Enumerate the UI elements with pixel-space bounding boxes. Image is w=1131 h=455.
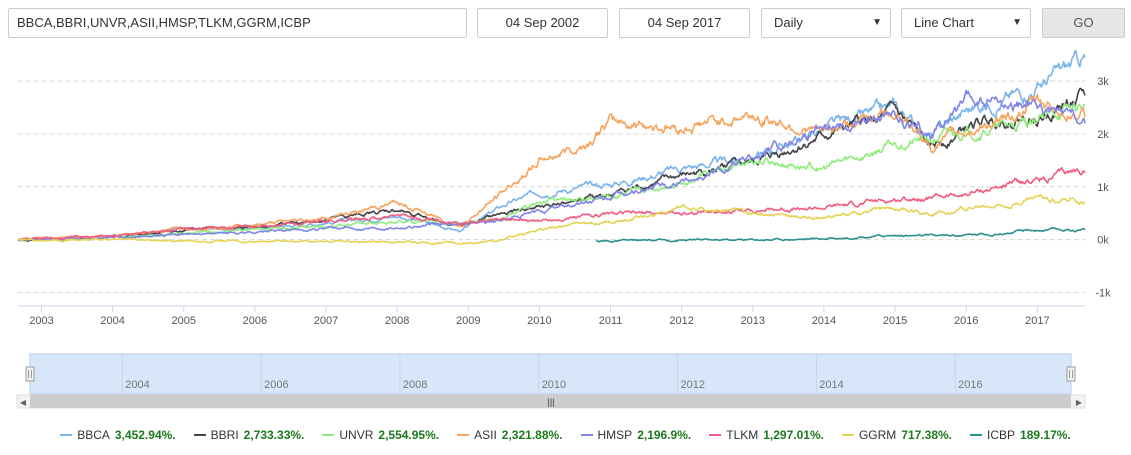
legend-series-name: ASII [474, 428, 497, 442]
x-tick-label: 2007 [314, 315, 338, 327]
legend-series-value: 2,321.88%. [501, 428, 563, 442]
dropdown-arrow-icon: ▼ [1012, 17, 1022, 28]
y-tick-label: -1k [1095, 287, 1111, 299]
legend-series-name: TLKM [726, 428, 759, 442]
x-tick-label: 2010 [527, 315, 551, 327]
scroll-right-arrow-icon[interactable]: ▶ [1076, 398, 1083, 407]
legend-item-hmsp[interactable]: HMSP 2,196.9%. [580, 428, 692, 442]
navigator-right-handle[interactable] [1066, 366, 1076, 382]
series-line-bbri[interactable] [17, 87, 1086, 242]
legend-item-asii[interactable]: ASII 2,321.88%. [457, 428, 563, 442]
legend-series-value: 2,196.9%. [637, 428, 692, 442]
legend-series-name: HMSP [597, 428, 633, 442]
go-button[interactable]: GO [1042, 8, 1125, 38]
series-line-ggrm[interactable] [17, 194, 1086, 246]
stock-line-chart: -1k 0k 1k 2k 3k 2003 2004 2005 2006 2007 2008 2009 2… [17, 50, 1111, 327]
y-tick-label: 3k [1097, 76, 1109, 88]
x-tick-label: 2016 [954, 315, 978, 327]
navigator-left-handle[interactable] [25, 366, 35, 382]
symbols-input[interactable]: BBCA,BBRI,UNVR,ASII,HMSP,TLKM,GGRM,ICBP [8, 8, 467, 38]
navigator-tick-label: 2012 [681, 379, 705, 391]
legend-series-value: 2,554.95%. [378, 428, 440, 442]
legend-series-name: BBCA [77, 428, 110, 442]
legend-series-name: UNVR [339, 428, 374, 442]
navigator-tick-label: 2008 [403, 379, 427, 391]
legend-swatch [580, 434, 593, 436]
interval-select-value: Daily [774, 15, 803, 30]
x-tick-label: 2013 [741, 315, 765, 327]
navigator-tick-label: 2006 [264, 379, 288, 391]
series-line-bbca[interactable] [17, 50, 1086, 242]
series-line-hmsp[interactable] [17, 89, 1086, 241]
chart-type-select-value: Line Chart [914, 15, 974, 30]
navigator-tick-label: 2014 [819, 379, 843, 391]
scroll-left-arrow-icon[interactable]: ◀ [20, 398, 27, 407]
legend-swatch [60, 434, 73, 436]
chart-type-select[interactable]: Line Chart ▼ [901, 8, 1031, 38]
legend-series-name: GGRM [858, 428, 897, 442]
legend-item-bbri[interactable]: BBRI 2,733.33%. [193, 428, 305, 442]
series-line-asii[interactable] [17, 94, 1086, 241]
legend-series-name: BBRI [210, 428, 239, 442]
legend-swatch [709, 434, 722, 436]
navigator-tick-label: 2004 [125, 379, 149, 391]
legend-swatch [457, 434, 470, 436]
x-tick-label: 2003 [29, 315, 53, 327]
navigator-scrollbar-thumb[interactable] [30, 395, 1071, 408]
legend-item-ggrm[interactable]: GGRM 717.38%. [841, 428, 953, 442]
legend-series-name: ICBP [987, 428, 1016, 442]
end-date-field[interactable]: 04 Sep 2017 [619, 8, 750, 38]
dropdown-arrow-icon: ▼ [872, 17, 882, 28]
x-tick-label: 2008 [385, 315, 409, 327]
legend-series-value: 1,297.01%. [763, 428, 824, 442]
start-date-field[interactable]: 04 Sep 2002 [477, 8, 608, 38]
x-tick-label: 2004 [100, 315, 124, 327]
legend-item-unvr[interactable]: UNVR 2,554.95%. [322, 428, 439, 442]
x-tick-label: 2012 [669, 315, 693, 327]
x-tick-label: 2015 [883, 315, 907, 327]
x-tick-label: 2011 [599, 315, 623, 327]
x-tick-label: 2017 [1025, 315, 1049, 327]
x-tick-label: 2009 [456, 315, 480, 327]
scrollbar-grip-icon: ||| [547, 397, 554, 407]
legend-series-value: 717.38%. [901, 428, 953, 442]
interval-select[interactable]: Daily ▼ [761, 8, 891, 38]
legend-swatch [193, 434, 206, 436]
series-line-icbp[interactable] [595, 226, 1086, 243]
y-tick-label: 1k [1097, 182, 1109, 194]
series-line-unvr[interactable] [17, 102, 1086, 242]
legend-series-value: 189.17%. [1020, 428, 1071, 442]
legend-item-bbca[interactable]: BBCA 3,452.94%. [60, 428, 176, 442]
x-tick-label: 2006 [243, 315, 267, 327]
navigator-tick-label: 2016 [958, 379, 982, 391]
navigator-tick-label: 2010 [542, 379, 566, 391]
series-line-tlkm[interactable] [18, 167, 1086, 241]
x-tick-label: 2005 [171, 315, 195, 327]
legend-swatch [322, 434, 335, 436]
y-tick-label: 0k [1097, 235, 1109, 247]
chart-legend: BBCA 3,452.94%. BBRI 2,733.33%. UNVR 2,554.95… [0, 424, 1131, 446]
y-tick-label: 2k [1097, 129, 1109, 141]
legend-series-value: 3,452.94%. [114, 428, 176, 442]
legend-item-icbp[interactable]: ICBP 189.17%. [970, 428, 1071, 442]
x-tick-label: 2014 [812, 315, 836, 327]
legend-swatch [841, 434, 854, 436]
legend-swatch [970, 434, 983, 436]
legend-item-tlkm[interactable]: TLKM 1,297.01%. [709, 428, 824, 442]
legend-series-value: 2,733.33%. [243, 428, 305, 442]
range-navigator[interactable]: 2004 2006 2008 2010 2012 2014 2016 ||| ◀ ▶ [0, 352, 1131, 412]
